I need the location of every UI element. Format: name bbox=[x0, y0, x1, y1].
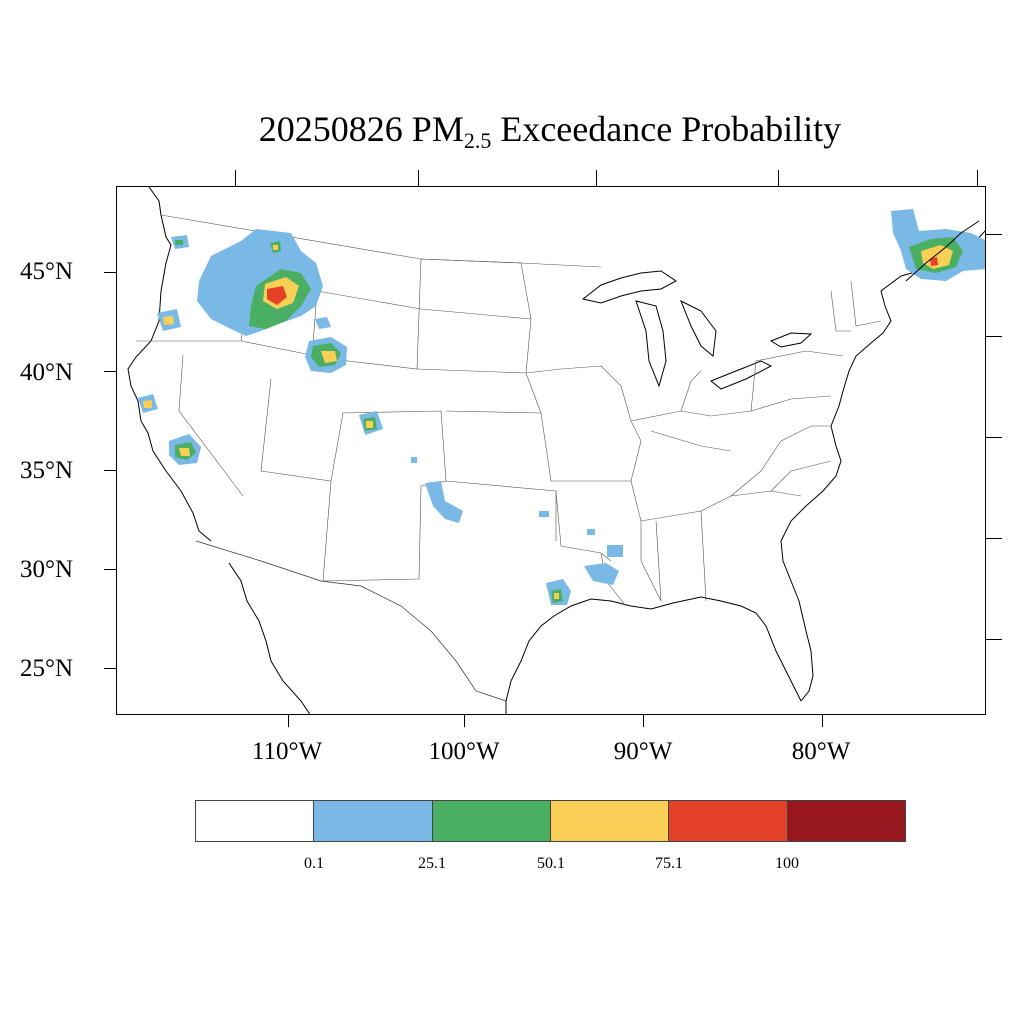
great-lakes-ontario bbox=[769, 332, 813, 348]
colorbar-segment bbox=[314, 801, 433, 841]
colorbar-label: 25.1 bbox=[418, 855, 446, 872]
plume-arkansas-dot bbox=[587, 529, 595, 535]
map-title: 20250826 PM2.5 Exceedance Probability bbox=[0, 108, 1024, 154]
great-lakes-erie bbox=[710, 360, 773, 390]
atlantic-coast bbox=[780, 230, 985, 702]
top-tick bbox=[418, 170, 419, 186]
colorbar bbox=[195, 800, 906, 842]
plume-c-california-core bbox=[179, 448, 190, 456]
right-tick bbox=[986, 639, 1002, 640]
colorbar-label: 50.1 bbox=[537, 855, 565, 872]
bottom-tick bbox=[464, 715, 465, 727]
plume-colorado-core bbox=[366, 421, 373, 428]
bottom-tick bbox=[288, 715, 289, 727]
top-tick bbox=[778, 170, 779, 186]
title-subscript: 2.5 bbox=[463, 128, 492, 153]
lon-label-100: 100°W bbox=[428, 738, 500, 765]
colorbar-segment bbox=[550, 801, 670, 841]
west-coast bbox=[127, 187, 212, 542]
lat-label-35: 35°N bbox=[20, 457, 74, 484]
top-tick bbox=[977, 170, 978, 186]
gulf-coast bbox=[505, 596, 802, 714]
lon-label-110: 110°W bbox=[251, 738, 323, 765]
baja-coast bbox=[228, 562, 311, 714]
colorbar-segment bbox=[787, 801, 905, 841]
plume-east-texas-core bbox=[554, 593, 559, 599]
right-tick bbox=[986, 336, 1002, 337]
great-lakes-superior bbox=[581, 270, 677, 304]
right-tick bbox=[986, 437, 1002, 438]
plume-nm-dot bbox=[411, 457, 417, 463]
colorbar-segment bbox=[432, 801, 551, 841]
lon-label-90: 90°W bbox=[613, 738, 673, 765]
plume-idaho bbox=[197, 229, 323, 336]
title-suffix: Exceedance Probability bbox=[491, 109, 842, 149]
plume-washington-core bbox=[175, 240, 183, 245]
left-tick bbox=[104, 470, 116, 471]
lat-label-25: 25°N bbox=[20, 655, 74, 682]
lat-label-30: 30°N bbox=[20, 556, 74, 583]
left-tick bbox=[104, 569, 116, 570]
plume-mississippi bbox=[607, 545, 623, 557]
plume-louisiana bbox=[584, 563, 619, 585]
plume-oregon-core bbox=[163, 316, 174, 325]
bottom-tick bbox=[822, 715, 823, 727]
map-frame bbox=[116, 186, 986, 715]
colorbar-segment bbox=[196, 801, 315, 841]
coastline bbox=[127, 187, 985, 714]
plume-new-mexico bbox=[425, 481, 463, 523]
plume-n-california-core bbox=[143, 400, 152, 408]
colorbar-segment bbox=[669, 801, 788, 841]
great-lakes-michigan bbox=[635, 300, 667, 388]
lon-label-80: 80°W bbox=[791, 738, 851, 765]
colorbar-label: 75.1 bbox=[655, 855, 683, 872]
great-lakes-huron bbox=[680, 299, 717, 357]
plume-texas-dot bbox=[539, 511, 549, 517]
colorbar-label: 0.1 bbox=[304, 855, 324, 872]
top-tick bbox=[235, 170, 236, 186]
national-boundaries bbox=[195, 540, 507, 702]
top-tick bbox=[596, 170, 597, 186]
lat-label-40: 40°N bbox=[20, 359, 74, 386]
bottom-tick bbox=[643, 715, 644, 727]
title-prefix: 20250826 PM bbox=[258, 109, 464, 149]
lat-label-45: 45°N bbox=[20, 258, 74, 285]
left-tick bbox=[104, 272, 116, 273]
st-lawrence-river bbox=[905, 220, 980, 282]
plume-quebec bbox=[891, 209, 985, 281]
right-tick bbox=[986, 234, 1002, 235]
left-tick bbox=[104, 371, 116, 372]
colorbar-label: 100 bbox=[775, 855, 799, 872]
left-tick bbox=[104, 668, 116, 669]
right-tick bbox=[986, 538, 1002, 539]
plume-wyoming bbox=[305, 317, 347, 373]
us-map bbox=[127, 187, 985, 714]
exceedance-plumes bbox=[138, 209, 985, 605]
